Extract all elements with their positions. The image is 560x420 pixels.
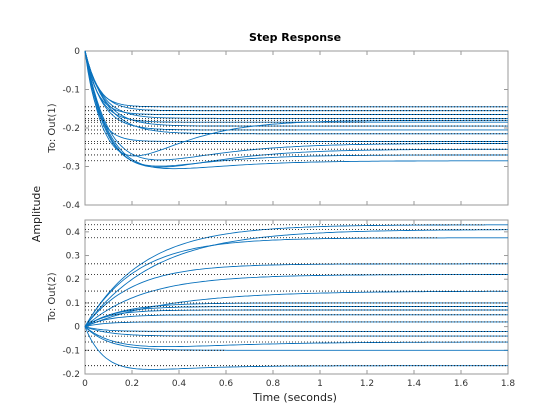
x-tick-label: 1.4: [407, 379, 422, 389]
response-curve: [84, 50, 508, 157]
y-tick-label: -0.3: [62, 163, 80, 173]
y-tick-label: -0.2: [62, 124, 80, 134]
response-curve: [84, 274, 508, 327]
panel-out2-label: To: Out(2): [47, 272, 58, 322]
panel-out1: To: Out(1) 0 -0.1 -0.2 -0.3 -0.4: [47, 47, 509, 211]
response-curve: [84, 50, 508, 112]
panel-out1-label: To: Out(1): [47, 103, 58, 153]
chart-title: Step Response: [249, 31, 341, 44]
x-tick-label: 1.2: [360, 379, 374, 389]
x-tick-label: 0.8: [266, 379, 281, 389]
y-tick-label: -0.2: [62, 370, 80, 380]
response-curve: [84, 326, 508, 337]
x-tick-label: 0.6: [219, 379, 234, 389]
y-tick-label: -0.1: [62, 86, 80, 96]
response-curve: [84, 50, 508, 167]
y-tick-label: -0.1: [62, 346, 80, 356]
response-curve: [84, 229, 508, 327]
x-tick-label: 1.6: [454, 379, 469, 389]
plot-area-2: [84, 219, 509, 375]
plot-area-1: [84, 50, 509, 206]
response-curve: [84, 50, 508, 170]
response-curve: [84, 50, 508, 131]
response-curve: [84, 321, 508, 328]
response-curve: [84, 302, 508, 327]
response-curve: [84, 50, 508, 108]
panel-out2: To: Out(2) 0.40.30.20.10-0.1-0.20 0.2 0.4 0…: [47, 219, 516, 389]
y-tick-label: 0.1: [66, 299, 80, 309]
response-curve: [84, 224, 508, 327]
y-tick-label: 0: [74, 47, 80, 57]
y-tick-label: 0.3: [66, 252, 80, 262]
response-curve: [84, 326, 508, 370]
x-tick-label: 0: [82, 379, 88, 389]
x-axis-label: Time (seconds): [252, 391, 337, 404]
x-tick-label: 0.2: [125, 379, 139, 389]
response-curve: [84, 309, 508, 327]
response-curve: [84, 50, 508, 168]
y-tick-label: 0.2: [66, 275, 80, 285]
response-curve: [84, 50, 508, 127]
response-curve: [84, 314, 508, 328]
x-tick-label: 0.4: [172, 379, 187, 389]
y-tick-label: -0.4: [62, 201, 80, 211]
y-tick-label: 0: [74, 323, 80, 333]
y-tick-label: 0.4: [66, 228, 81, 238]
response-curve: [84, 50, 508, 119]
response-curve: [84, 50, 508, 115]
response-curve: [84, 237, 508, 327]
response-curve: [84, 326, 508, 332]
response-curve: [84, 326, 508, 348]
response-curve: [84, 50, 508, 161]
response-curve: [84, 263, 508, 327]
y-axis-label: Amplitude: [30, 186, 43, 243]
x-tick-label: 1: [317, 379, 323, 389]
x-tick-label: 1.8: [501, 379, 516, 389]
response-curve: [84, 326, 508, 351]
response-curve: [84, 50, 508, 142]
response-curve: [84, 50, 508, 135]
response-curve: [84, 306, 508, 327]
